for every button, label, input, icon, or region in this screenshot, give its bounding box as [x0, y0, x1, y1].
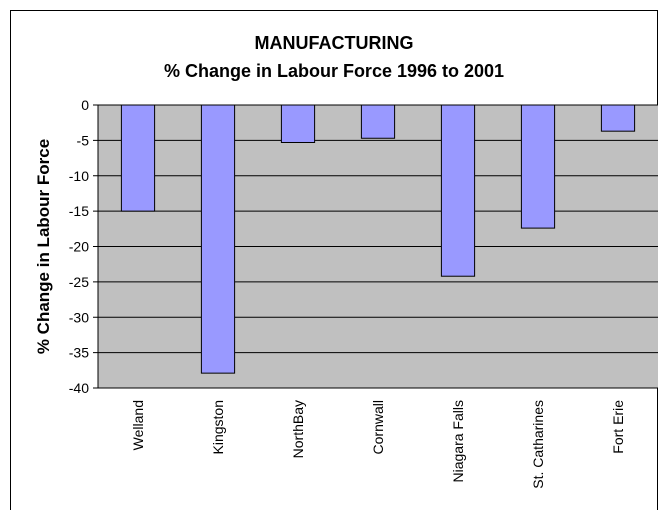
bar-kingston: [200, 104, 236, 374]
y-tick-label: -40: [69, 380, 89, 396]
x-tick-label: NorthBay: [290, 400, 306, 458]
y-tick-label: -25: [69, 274, 89, 290]
y-tick-label: -35: [69, 345, 89, 361]
x-tick-label: Welland: [130, 400, 146, 450]
y-tick-label: -5: [77, 132, 90, 148]
axes: [93, 104, 99, 389]
y-tick-label: 0: [81, 97, 89, 113]
bar-cornwall: [360, 104, 396, 139]
bar-niagara-falls: [440, 104, 476, 277]
y-tick-labels: 0 -5 -10 -15 -20 -25 -30 -35 -40: [69, 97, 89, 396]
y-axis-label: % Change in Labour Force: [34, 139, 53, 354]
x-tick-label: Niagara Falls: [450, 400, 466, 482]
gridlines: [98, 104, 658, 389]
bar-welland: [120, 104, 156, 212]
y-tick-label: -30: [69, 309, 89, 325]
chart-subtitle: % Change in Labour Force 1996 to 2001: [163, 61, 505, 81]
y-tick-label: -10: [69, 168, 89, 184]
y-tick-label: -15: [69, 203, 89, 219]
x-tick-label: Cornwall: [370, 400, 386, 454]
x-tick-label: Fort Erie: [610, 400, 626, 454]
bar-fort-erie: [600, 104, 636, 132]
x-tick-label: St. Catharines: [530, 400, 546, 489]
bar-northbay: [280, 104, 316, 143]
bar-st-catharines: [520, 104, 556, 229]
x-tick-label: Kingston: [210, 400, 226, 454]
x-tick-labels: Welland Kingston NorthBay Cornwall Niagara F…: [130, 400, 626, 489]
bars: [120, 104, 636, 374]
y-tick-label: -20: [69, 239, 89, 255]
chart-title: MANUFACTURING: [254, 33, 414, 53]
